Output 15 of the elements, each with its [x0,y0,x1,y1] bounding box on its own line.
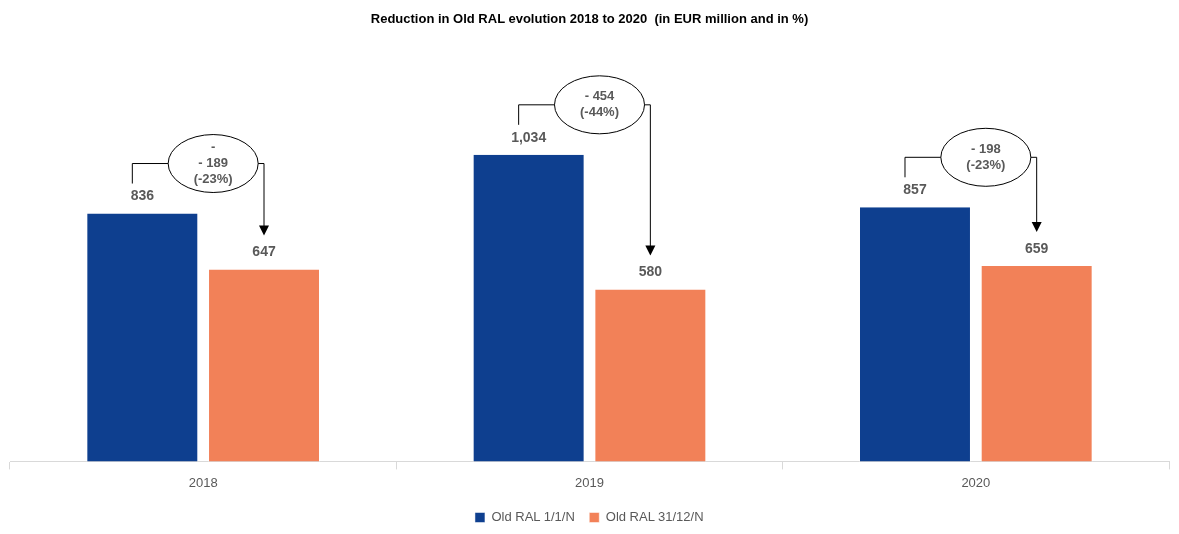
legend-label: Old RAL 1/1/N [491,509,575,525]
x-tick-label: 2020 [961,474,991,490]
legend-label: Old RAL 31/12/N [605,509,704,525]
data-label: 1,034 [511,128,547,145]
data-label: 836 [130,187,155,204]
text: - 454 (-44%) [579,88,620,120]
chart-title: Reduction in Old RAL evolution 2018 to 2020 (in EUR million and in %) [370,11,809,27]
annotation: - - 189 (-23%) [193,139,233,187]
data-label: 857 [903,181,927,198]
x-tick-label: 2019 [575,474,604,490]
data-label: 580 [638,263,663,280]
data-label: 659 [1025,239,1049,256]
x-tick-label: 2018 [188,474,218,490]
annotation: - 198 (-23%) [966,140,1006,172]
data-label: 647 [252,243,276,260]
